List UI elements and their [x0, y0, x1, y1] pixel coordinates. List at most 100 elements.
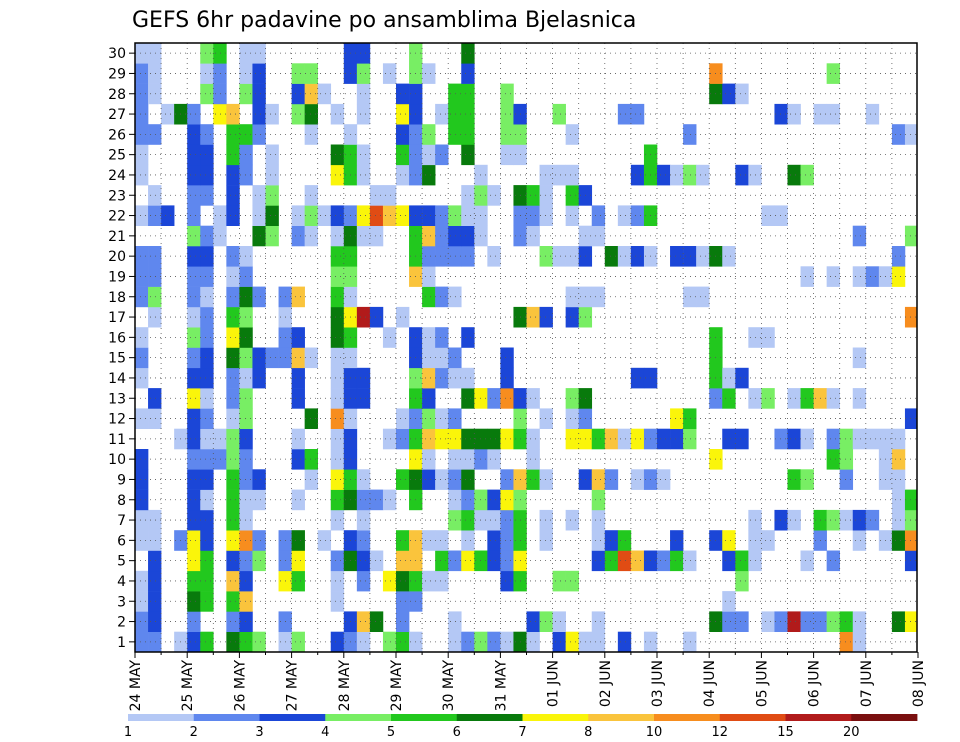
- heatmap-cell: [135, 164, 149, 186]
- heatmap-cell: [265, 185, 279, 206]
- heatmap-cell: [356, 43, 371, 64]
- x-tick-label: 30 MAY: [441, 660, 457, 712]
- heatmap-cell: [330, 246, 345, 267]
- colorbar-label: 15: [777, 725, 794, 740]
- heatmap-cell: [487, 530, 501, 551]
- heatmap-cell: [252, 83, 266, 105]
- heatmap-cell: [239, 570, 253, 592]
- y-tick-label: 20: [108, 249, 126, 265]
- heatmap-cell: [239, 530, 253, 551]
- heatmap-cell: [526, 205, 540, 226]
- heatmap-cell: [461, 449, 475, 470]
- heatmap-cell: [135, 509, 149, 531]
- heatmap-cell: [500, 367, 514, 389]
- heatmap-cell: [891, 266, 906, 287]
- heatmap-cell: [591, 509, 606, 531]
- heatmap-cell: [604, 550, 619, 572]
- heatmap-cell: [735, 164, 749, 186]
- heatmap-cell: [200, 388, 214, 409]
- heatmap-cell: [317, 83, 332, 105]
- heatmap-cell: [252, 225, 266, 247]
- heatmap-cell: [148, 408, 162, 429]
- heatmap-cell: [135, 347, 149, 369]
- heatmap-cell: [356, 388, 371, 409]
- heatmap-cell: [539, 306, 553, 328]
- heatmap-cell: [904, 306, 918, 328]
- heatmap-cell: [252, 631, 266, 653]
- heatmap-cell: [265, 347, 279, 369]
- y-tick-label: 22: [108, 209, 126, 225]
- heatmap-cell: [500, 388, 514, 409]
- heatmap-cell: [135, 286, 149, 308]
- heatmap-cell: [683, 124, 697, 145]
- heatmap-cell: [800, 611, 814, 632]
- heatmap-cell: [187, 286, 201, 308]
- heatmap-cell: [461, 489, 475, 511]
- heatmap-cell: [670, 164, 684, 186]
- y-tick-label: 27: [108, 107, 126, 123]
- heatmap-cell: [552, 164, 566, 186]
- heatmap-cell: [187, 489, 201, 511]
- heatmap-cell: [826, 611, 840, 632]
- heatmap-cell: [356, 63, 371, 84]
- heatmap-cell: [291, 367, 305, 389]
- heatmap-cell: [135, 591, 149, 612]
- heatmap-cell: [448, 489, 462, 511]
- x-tick-label: 25 MAY: [180, 660, 196, 712]
- heatmap-cell: [187, 550, 201, 572]
- heatmap-cell: [591, 550, 606, 572]
- heatmap-cell: [539, 509, 553, 531]
- heatmap-cell: [239, 286, 253, 308]
- heatmap-cell: [135, 83, 149, 105]
- heatmap-cell: [696, 246, 710, 267]
- heatmap-cell: [135, 327, 149, 348]
- heatmap-cell: [187, 164, 201, 186]
- heatmap-cell: [187, 469, 201, 490]
- heatmap-cell: [330, 449, 345, 470]
- heatmap-cell: [526, 611, 540, 632]
- heatmap-cell: [356, 306, 371, 328]
- heatmap-cell: [526, 306, 540, 328]
- heatmap-cell: [435, 530, 449, 551]
- heatmap-cell: [187, 591, 201, 612]
- heatmap-cell: [539, 205, 553, 226]
- heatmap-cell: [148, 509, 162, 531]
- heatmap-cell: [200, 327, 214, 348]
- heatmap-cell: [252, 489, 266, 511]
- heatmap-cell: [722, 367, 736, 389]
- heatmap-cell: [396, 164, 410, 186]
- heatmap-cell: [826, 63, 840, 84]
- heatmap-cell: [148, 83, 162, 105]
- heatmap-cell: [630, 164, 645, 186]
- heatmap-cell: [356, 509, 371, 531]
- heatmap-cell: [382, 631, 397, 653]
- heatmap-cell: [435, 144, 449, 166]
- heatmap-cell: [461, 469, 475, 490]
- heatmap-cell: [461, 327, 475, 348]
- heatmap-cell: [539, 408, 553, 429]
- heatmap-cell: [461, 388, 475, 409]
- heatmap-cell: [657, 428, 671, 450]
- x-tick-label: 06 JUN: [807, 660, 823, 707]
- colorbar-label: 12: [711, 725, 728, 740]
- heatmap-cell: [200, 509, 214, 531]
- heatmap-cell: [330, 367, 345, 389]
- heatmap-cell: [226, 246, 240, 267]
- heatmap-cell: [148, 631, 162, 653]
- heatmap-cell: [774, 428, 788, 450]
- heatmap-cell: [226, 570, 240, 592]
- heatmap-cell: [826, 103, 840, 125]
- heatmap-cell: [226, 185, 240, 206]
- heatmap-cell: [200, 469, 214, 490]
- heatmap-cell: [239, 83, 253, 105]
- heatmap-cell: [135, 489, 149, 511]
- heatmap-cell: [826, 550, 840, 572]
- heatmap-cell: [252, 63, 266, 84]
- heatmap-cell: [148, 286, 162, 308]
- heatmap-cell: [356, 144, 371, 166]
- heatmap-cell: [330, 428, 345, 450]
- heatmap-cell: [226, 286, 240, 308]
- heatmap-cell: [761, 611, 775, 632]
- heatmap-cell: [435, 428, 449, 450]
- heatmap-cell: [670, 246, 684, 267]
